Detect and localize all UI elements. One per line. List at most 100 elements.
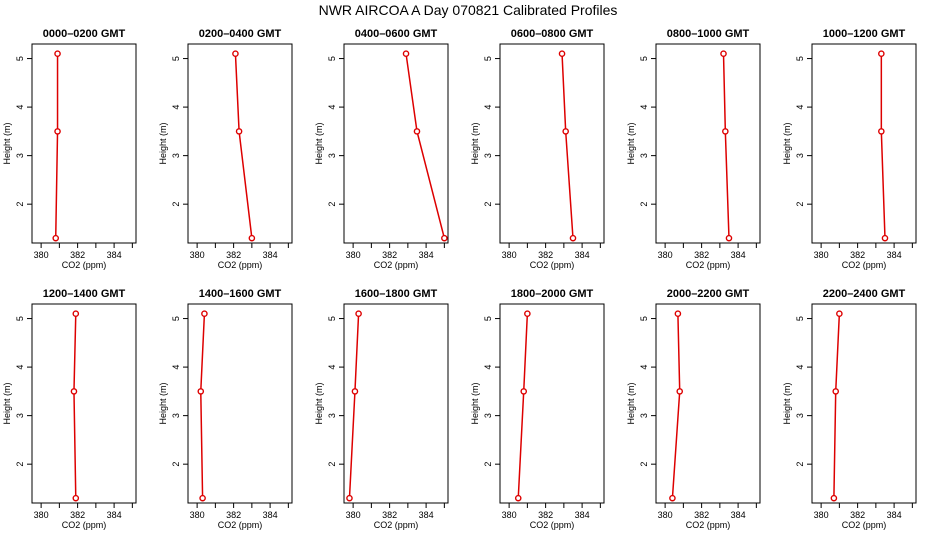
chart-panel-3-point-3 [402, 50, 410, 58]
chart-panel-1-ytick-label-3: 3 [15, 153, 25, 158]
chart-panel-1-xtick-label-382: 382 [70, 250, 85, 260]
chart-panel-3-xlabel: CO2 (ppm) [374, 260, 419, 270]
chart-panel-6-ylabel: Height (m) [782, 122, 792, 164]
chart-panel-1-ylabel: Height (m) [2, 122, 12, 164]
chart-panel-1-xlabel: CO2 (ppm) [62, 260, 107, 270]
chart-panel-7-series-line [73, 313, 77, 499]
chart-panel-2-ytick-label-4: 4 [171, 105, 181, 110]
chart-panel-7-xlabel: CO2 (ppm) [62, 520, 107, 530]
chart-panel-8-frame [187, 303, 293, 504]
chart-panel-2-point-1 [248, 234, 256, 242]
chart-panel-8-point-3 [201, 310, 208, 318]
chart-panel-2-xtick-label-382: 382 [226, 250, 241, 260]
chart-panel-5-point-2 [722, 128, 729, 135]
chart-panel-10-ytick-label-4: 4 [483, 365, 493, 370]
chart-panel-12-point-3 [836, 310, 843, 318]
chart-panel-7-title: 1200–1400 GMT [43, 288, 126, 300]
chart-panel-6-xlabel: CO2 (ppm) [842, 260, 887, 270]
chart-panel-12-ytick-label-3: 3 [795, 413, 805, 418]
chart-panel-1-xtick-label-380: 380 [34, 250, 49, 260]
chart-panel-3-series-line [405, 53, 446, 239]
chart-panel-1-point-3 [54, 50, 61, 58]
chart-panel-10-ytick-label-5: 5 [483, 316, 493, 321]
chart-panel-6-point-1 [881, 234, 889, 242]
chart-panel-9-point-2 [351, 388, 359, 395]
chart-panel-6-frame [811, 43, 917, 244]
chart-panel-3-ytick-label-4: 4 [327, 105, 337, 110]
chart-panel-4-xtick-label-384: 384 [575, 250, 590, 260]
chart-panel-10-point-3 [524, 310, 531, 318]
chart-panel-6-xtick-label-384: 384 [887, 250, 902, 260]
chart-panel-9-ytick-label-4: 4 [327, 365, 337, 370]
chart-panel-2-ylabel: Height (m) [158, 122, 168, 164]
chart-panel-1-ytick-label-2: 2 [15, 202, 25, 207]
chart-panel-12-xtick-label-382: 382 [850, 510, 865, 520]
chart-panel-9-ytick-label-5: 5 [327, 316, 337, 321]
chart-panel-7-xtick-label-380: 380 [34, 510, 49, 520]
chart-panel-2-ytick-label-3: 3 [171, 153, 181, 158]
chart-panel-11-ytick-label-4: 4 [639, 365, 649, 370]
chart-panel-10-xlabel: CO2 (ppm) [530, 520, 575, 530]
chart-panel-4-ytick-label-2: 2 [483, 202, 493, 207]
chart-panel-9-ylabel: Height (m) [314, 382, 324, 424]
chart-panel-12-point-1 [830, 494, 838, 502]
chart-panel-11-point-1 [669, 494, 676, 502]
chart-panel-4-ytick-label-4: 4 [483, 105, 493, 110]
chart-panel-3-frame [343, 43, 449, 244]
chart-panel-4-xtick-label-380: 380 [502, 250, 517, 260]
chart-panel-8-ytick-label-3: 3 [171, 413, 181, 418]
chart-panel-11-xlabel: CO2 (ppm) [686, 520, 731, 530]
chart-panel-3-xtick-label-382: 382 [382, 250, 397, 260]
chart-panel-6-point-2 [878, 128, 885, 135]
chart-panel-4-point-1 [569, 234, 577, 242]
chart-panel-5-title: 0800–1000 GMT [667, 28, 750, 40]
chart-panel-8-xtick-label-380: 380 [190, 510, 205, 520]
chart-panel-9-series-line [348, 313, 360, 499]
chart-panel-12-ylabel: Height (m) [782, 382, 792, 424]
chart-panel-6-ytick-label-3: 3 [795, 153, 805, 158]
chart-panel-8-ytick-label-4: 4 [171, 365, 181, 370]
chart-panel-5-xlabel: CO2 (ppm) [686, 260, 731, 270]
chart-panel-12-point-2 [832, 388, 840, 395]
chart-panel-10-ytick-label-2: 2 [483, 462, 493, 467]
chart-panel-12-xtick-label-380: 380 [814, 510, 829, 520]
chart-panel-10-xtick-label-384: 384 [575, 510, 590, 520]
chart-panel-11-ylabel: Height (m) [626, 382, 636, 424]
chart-panel-7-frame [31, 303, 137, 504]
chart-panel-10-xtick-label-382: 382 [538, 510, 553, 520]
chart-panel-4-xtick-label-382: 382 [538, 250, 553, 260]
chart-panel-4-series-line [561, 53, 574, 239]
chart-panel-6-xtick-label-382: 382 [850, 250, 865, 260]
chart-panel-3-ylabel: Height (m) [314, 122, 324, 164]
chart-panel-3-ytick-label-2: 2 [327, 202, 337, 207]
chart-panel-8-xlabel: CO2 (ppm) [218, 520, 263, 530]
chart-panel-3-point-2 [413, 128, 421, 135]
chart-panel-7-ytick-label-4: 4 [15, 365, 25, 370]
chart-panel-5-series-line [722, 53, 730, 239]
chart-panel-8-ytick-label-5: 5 [171, 316, 181, 321]
chart-panel-7-point-1 [72, 494, 80, 502]
chart-panel-4-xlabel: CO2 (ppm) [530, 260, 575, 270]
chart-panel-9-point-1 [346, 494, 353, 502]
chart-panel-9-xlabel: CO2 (ppm) [374, 520, 419, 530]
chart-panel-6-title: 1000–1200 GMT [823, 28, 906, 40]
chart-panel-12-series-line [833, 313, 841, 499]
chart-panel-10-point-2 [520, 388, 528, 395]
chart-panel-7-xtick-label-384: 384 [107, 510, 122, 520]
chart-panel-2-point-2 [235, 128, 243, 135]
chart-panel-1-frame [31, 43, 137, 244]
chart-panel-4-point-3 [558, 50, 566, 58]
chart-panel-8-point-2 [197, 388, 205, 395]
chart-panel-1-ytick-label-4: 4 [15, 105, 25, 110]
chart-panel-4-point-2 [562, 128, 569, 135]
chart-panel-7-xtick-label-382: 382 [70, 510, 85, 520]
chart-panel-10-frame [499, 303, 605, 504]
chart-panel-5-point-1 [725, 234, 733, 242]
chart-panel-4-ytick-label-5: 5 [483, 56, 493, 61]
chart-panel-8-ytick-label-2: 2 [171, 462, 181, 467]
chart-panel-9-xtick-label-384: 384 [419, 510, 434, 520]
chart-panel-5-point-3 [720, 50, 727, 58]
chart-panel-2-xlabel: CO2 (ppm) [218, 260, 263, 270]
chart-panel-2-point-3 [232, 50, 239, 58]
chart-panel-10-point-1 [514, 494, 522, 502]
